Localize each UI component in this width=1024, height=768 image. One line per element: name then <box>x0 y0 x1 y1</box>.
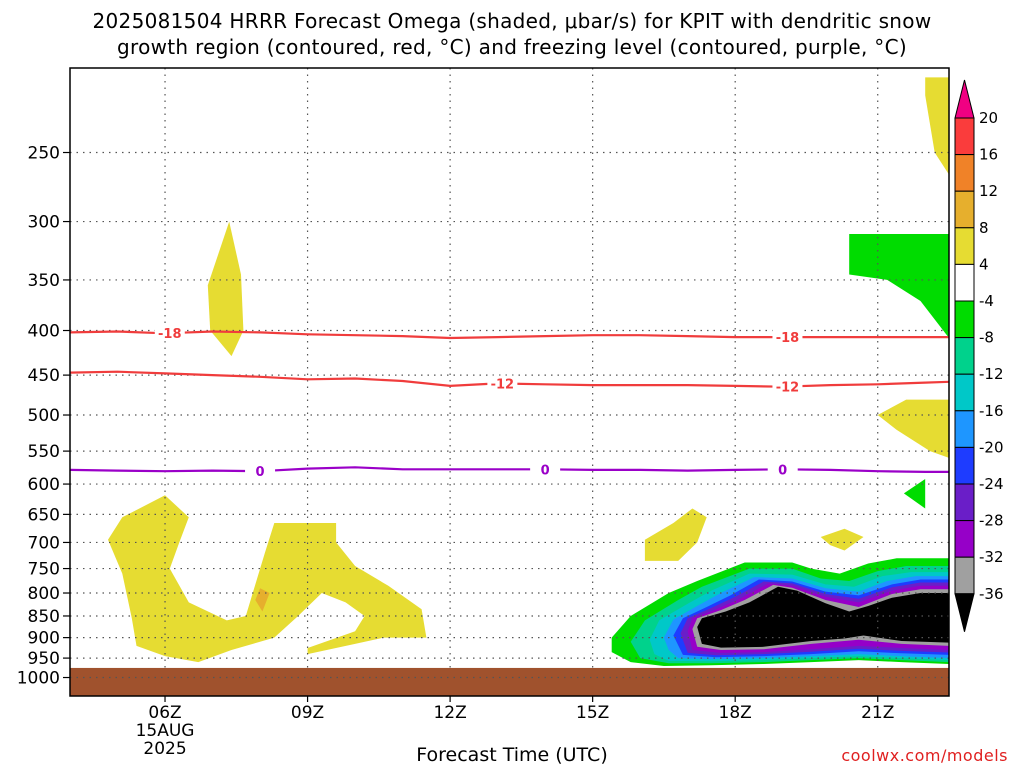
omega-region-0 <box>207 221 244 357</box>
y-tick-label: 400 <box>28 322 60 342</box>
title-line-2: growth region (contoured, red, °C) and f… <box>117 35 907 59</box>
omega-region-2 <box>644 508 707 561</box>
colorbar-label: 20 <box>979 109 998 127</box>
colorbar-segment <box>954 410 975 448</box>
y-tick-label: 1000 <box>17 669 60 689</box>
colorbar-label: -12 <box>979 365 1004 383</box>
y-tick-label: 900 <box>28 629 60 649</box>
ground-surface <box>70 667 949 696</box>
colorbar-segment <box>954 373 975 412</box>
colorbar-segment <box>954 300 975 339</box>
omega-region-1 <box>108 495 427 663</box>
colorbar-label: 16 <box>979 146 998 164</box>
colorbar-label: -36 <box>979 585 1004 603</box>
x-axis-label: Forecast Time (UTC) <box>416 744 608 766</box>
colorbar-label: -24 <box>979 475 1004 493</box>
colorbar: 20 16 12 8 4 -4 -8 -12 -16 -20 -24 -28 -32 -36 <box>954 79 1004 632</box>
contour-label-bg <box>772 378 803 395</box>
contour-label: -12 <box>776 381 800 396</box>
omega-region-7 <box>849 234 949 338</box>
contour-line-1 <box>70 370 949 388</box>
y-tick-label: 950 <box>28 649 60 669</box>
contour-line-2 <box>70 466 949 473</box>
omega-region-4 <box>925 77 949 175</box>
x-tick-label: 06Z <box>148 703 181 723</box>
y-tick-label: 550 <box>28 442 60 462</box>
contour-label: -18 <box>776 331 800 346</box>
x-tick-label: 18Z <box>719 703 752 723</box>
y-tick-label: 700 <box>28 533 60 553</box>
omega-shading <box>70 77 949 696</box>
colorbar-label: -4 <box>979 292 994 310</box>
colorbar-label: -16 <box>979 402 1004 420</box>
temperature-contours: -18 -18 -12 -12 0 0 0 <box>70 325 949 480</box>
colorbar-segment <box>954 556 975 595</box>
y-tick-label: 500 <box>28 406 60 426</box>
colorbar-segment <box>954 446 975 485</box>
y-axis-ticks: 2503003504004505005506006507007508008509… <box>17 144 70 689</box>
credit-link[interactable]: coolwx.com/models <box>841 746 1008 765</box>
colorbar-segment <box>954 117 975 156</box>
colorbar-segment <box>954 520 975 558</box>
omega-region-5 <box>877 399 949 458</box>
omega-region-8 <box>903 479 926 509</box>
omega-region-3 <box>820 528 864 551</box>
contour-label-bg <box>530 461 561 478</box>
colorbar-label: 12 <box>979 182 998 200</box>
y-tick-label: 750 <box>28 560 60 580</box>
title-line-1: 2025081504 HRRR Forecast Omega (shaded, … <box>92 9 932 33</box>
contour-label-bg <box>767 461 798 478</box>
contour-label-bg <box>772 329 803 346</box>
contour-label-bg <box>487 375 518 392</box>
y-tick-label: 450 <box>28 366 60 386</box>
y-tick-label: 300 <box>28 213 60 233</box>
plot-frame <box>69 67 950 697</box>
x-tick-date: 15AUG <box>136 721 195 741</box>
colorbar-bottom-arrow <box>954 593 975 632</box>
y-tick-label: 600 <box>28 475 60 495</box>
contour-label: -12 <box>491 378 515 393</box>
contour-label: 0 <box>256 465 265 480</box>
contour-label-bg <box>154 325 185 342</box>
colorbar-segment <box>954 154 975 192</box>
colorbar-top-arrow <box>954 79 975 119</box>
y-tick-label: 800 <box>28 584 60 604</box>
y-tick-label: 850 <box>28 607 60 627</box>
colorbar-segment <box>954 337 975 375</box>
contour-label: -18 <box>158 327 182 342</box>
colorbar-label: 4 <box>979 255 989 273</box>
colorbar-segment <box>954 483 975 522</box>
x-tick-label: 21Z <box>861 703 894 723</box>
colorbar-label: -28 <box>979 512 1004 530</box>
contour-line-0 <box>70 330 949 340</box>
y-tick-label: 650 <box>28 505 60 525</box>
contour-label-bg <box>245 463 276 480</box>
colorbar-segment <box>954 190 975 229</box>
colorbar-segment <box>954 227 975 265</box>
contour-label: 0 <box>778 463 787 478</box>
x-tick-year: 2025 <box>143 739 186 759</box>
omega-region-17 <box>697 586 949 648</box>
colorbar-label: -20 <box>979 438 1004 456</box>
grid-lines <box>70 68 949 679</box>
colorbar-segment <box>954 263 975 302</box>
colorbar-label: -8 <box>979 329 994 347</box>
x-tick-label: 15Z <box>576 703 609 723</box>
colorbar-label: 8 <box>979 219 989 237</box>
omega-region-6 <box>255 588 270 612</box>
contour-label: 0 <box>541 463 550 478</box>
y-tick-label: 250 <box>28 144 60 164</box>
y-tick-label: 350 <box>28 271 60 291</box>
chart-title: 2025081504 HRRR Forecast Omega (shaded, … <box>0 8 1024 60</box>
x-tick-label: 12Z <box>433 703 466 723</box>
x-tick-label: 09Z <box>291 703 324 723</box>
colorbar-label: -32 <box>979 548 1004 566</box>
